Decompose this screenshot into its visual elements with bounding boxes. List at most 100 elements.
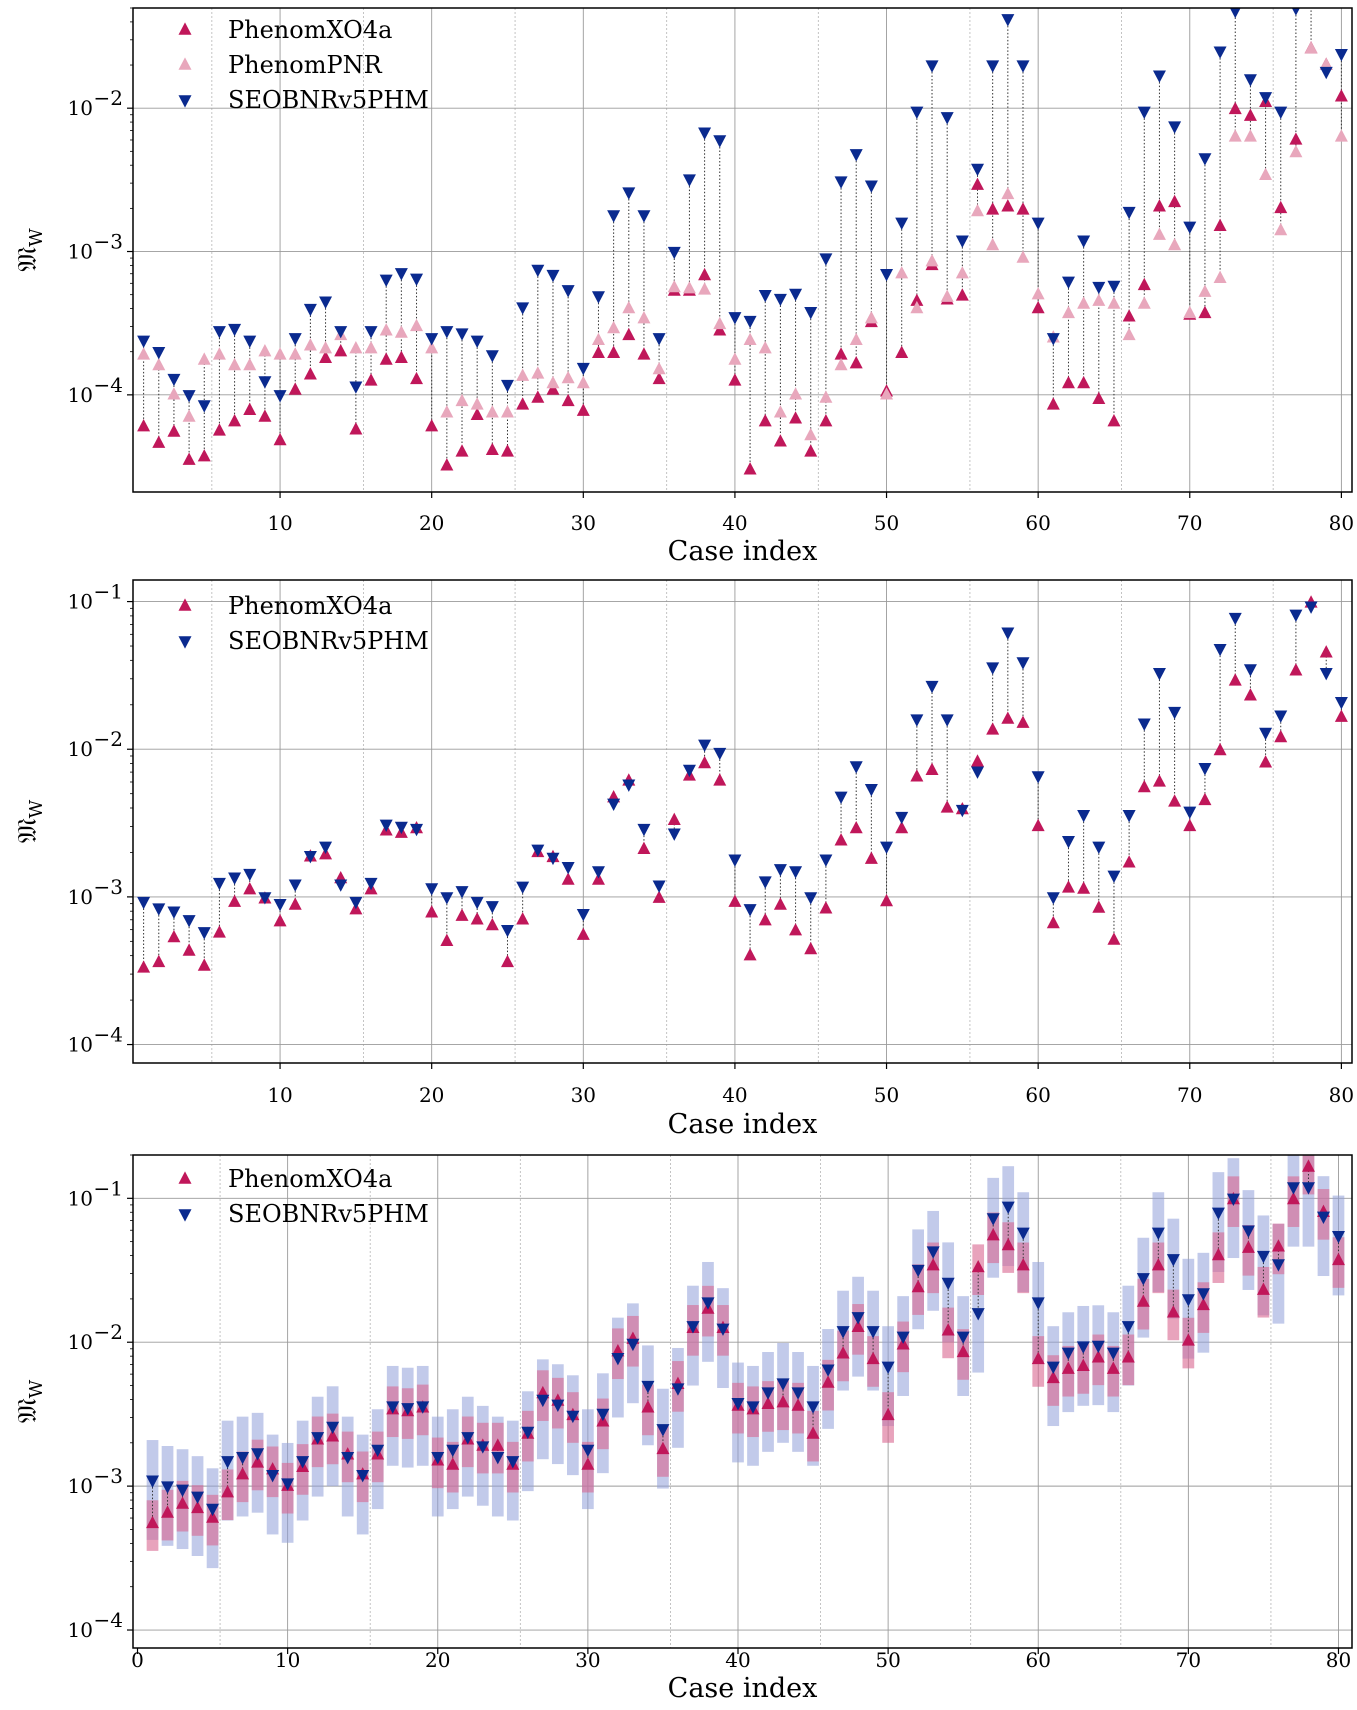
y-axis: 10−410−310−210−1 <box>68 1154 133 1642</box>
data-point <box>986 1228 1000 1241</box>
data-point <box>303 851 317 864</box>
data-point <box>379 352 393 365</box>
y-tick-label: 10 <box>68 240 93 264</box>
data-point <box>273 432 287 446</box>
uncertainty-band <box>1032 1261 1045 1362</box>
series-seobnrv5phm <box>146 1182 1345 1517</box>
data-point <box>819 414 833 427</box>
data-point <box>1046 892 1060 905</box>
data-point <box>1183 818 1197 832</box>
data-point <box>880 387 894 400</box>
x-tick-label: 30 <box>571 511 596 535</box>
data-point <box>500 954 514 968</box>
data-point <box>910 300 924 314</box>
data-point <box>773 293 787 307</box>
data-point <box>1046 1370 1060 1384</box>
data-point <box>1076 1341 1090 1354</box>
data-point <box>1061 276 1075 289</box>
data-point <box>1301 1182 1315 1195</box>
data-point <box>667 279 681 293</box>
legend-label: PhenomXO4a <box>228 1165 392 1193</box>
y-axis-label: 𝔐W <box>12 228 47 272</box>
data-point <box>470 896 484 910</box>
data-point <box>137 335 151 349</box>
data-point <box>349 896 363 910</box>
data-point <box>1271 1239 1285 1252</box>
data-point <box>1077 375 1091 389</box>
data-point <box>206 1503 220 1517</box>
data-point <box>273 898 287 912</box>
data-point <box>955 804 969 818</box>
data-point <box>864 784 878 797</box>
data-point <box>401 1403 415 1416</box>
data-point <box>1289 663 1303 676</box>
legend-label: SEOBNRv5PHM <box>228 1200 429 1228</box>
data-point <box>713 323 727 336</box>
data-point <box>910 293 924 306</box>
y-axis-label-sub: W <box>26 1379 47 1398</box>
data-point <box>1274 710 1288 723</box>
data-point <box>273 390 287 403</box>
data-point <box>561 370 575 384</box>
data-point <box>440 326 454 339</box>
axes-frame <box>132 1154 1353 1649</box>
x-tick-label: 60 <box>1025 1083 1050 1107</box>
data-point <box>1092 841 1106 854</box>
data-point <box>485 350 499 363</box>
data-point <box>167 929 181 943</box>
data-point <box>197 400 211 413</box>
y-tick-exponent: −2 <box>94 1320 123 1344</box>
data-point <box>761 1396 775 1410</box>
data-point <box>637 210 651 223</box>
data-point <box>546 375 560 389</box>
x-axis: 0 10 20 30 40 50 60 70 80 <box>131 1648 1351 1672</box>
data-point <box>911 1279 925 1293</box>
data-point <box>349 341 363 354</box>
data-point <box>1256 1282 1270 1295</box>
y-tick-exponent: −2 <box>94 727 123 751</box>
data-point <box>446 1444 460 1458</box>
data-point <box>622 327 636 341</box>
data-point <box>895 345 909 358</box>
data-point <box>303 303 317 317</box>
data-point <box>622 300 636 314</box>
y-tick-exponent: −2 <box>94 86 123 110</box>
data-point <box>470 335 484 349</box>
uncertainty-band <box>1167 1218 1180 1319</box>
data-point <box>880 893 894 907</box>
data-point <box>804 427 818 441</box>
data-point <box>576 375 590 389</box>
y-tick-label: 10 <box>68 1330 93 1354</box>
data-point <box>758 414 772 427</box>
legend-label: SEOBNRv5PHM <box>228 627 429 655</box>
data-point <box>701 1297 715 1310</box>
y-axis: 10−410−310−2 <box>68 7 133 407</box>
data-point <box>182 452 196 465</box>
data-point <box>266 1470 280 1483</box>
data-point <box>698 127 712 140</box>
data-point <box>258 892 272 905</box>
data-point <box>356 1470 370 1483</box>
data-point <box>1092 900 1106 913</box>
data-point <box>1286 1182 1300 1195</box>
data-point <box>1168 121 1182 134</box>
y-tick-exponent: −3 <box>94 230 123 254</box>
data-point <box>1122 855 1136 868</box>
legend: PhenomXO4a PhenomPNR SEOBNRv5PHM <box>178 16 429 114</box>
data-point <box>637 823 651 837</box>
data-point <box>1289 144 1303 158</box>
data-point <box>1243 129 1257 142</box>
data-point <box>1316 1211 1330 1224</box>
data-point <box>864 180 878 193</box>
y-tick-label: 10 <box>68 885 93 909</box>
data-point <box>1091 1340 1105 1354</box>
data-point <box>1151 1227 1165 1241</box>
data-point <box>243 881 257 895</box>
data-point <box>182 390 196 403</box>
data-point <box>212 925 226 938</box>
data-point <box>955 235 969 248</box>
data-point <box>758 341 772 354</box>
x-tick-label: 80 <box>1329 1083 1354 1107</box>
data-point <box>728 854 742 867</box>
